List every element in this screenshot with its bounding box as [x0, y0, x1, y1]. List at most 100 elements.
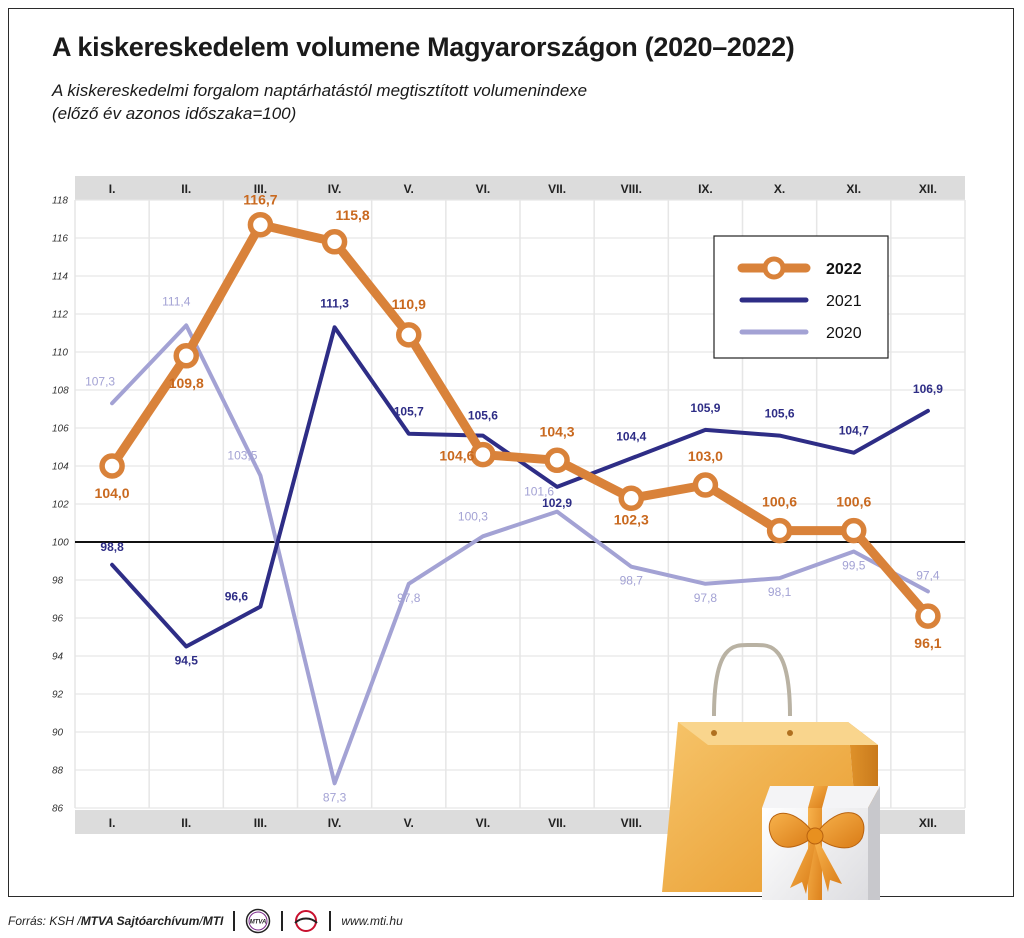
data-point-2022 — [618, 485, 644, 512]
agency-name: MTI — [202, 914, 224, 928]
x-tick-label-top: XI. — [846, 182, 861, 196]
archive-name: MTVA Sajtóarchívum — [80, 914, 200, 928]
data-point-2022 — [544, 447, 570, 474]
data-label-2022: 104,6 — [439, 448, 474, 464]
data-point-2022 — [915, 603, 941, 629]
data-label-2020: 87,3 — [323, 790, 347, 804]
y-tick-label: 90 — [52, 728, 64, 739]
data-point-2022 — [766, 517, 793, 544]
x-tick-label-top: I. — [109, 182, 116, 196]
footer-separator — [329, 911, 332, 931]
data-label-2020: 107,3 — [85, 374, 115, 388]
top-month-band — [75, 176, 965, 200]
footer-separator — [233, 911, 236, 931]
data-label-2021: 105,6 — [765, 407, 795, 421]
data-label-2021: 102,9 — [542, 496, 572, 510]
data-label-2020: 100,3 — [458, 509, 488, 523]
data-label-2022: 110,9 — [392, 296, 426, 312]
y-tick-label: 88 — [52, 766, 64, 777]
x-tick-label-bottom: VII. — [548, 816, 566, 830]
y-tick-label: 112 — [52, 310, 68, 321]
chart-subtitle: A kiskereskedelmi forgalom naptárhatástó… — [52, 79, 692, 125]
y-tick-label: 92 — [52, 690, 64, 701]
data-point-2022 — [99, 453, 125, 479]
y-tick-label: 116 — [52, 234, 68, 245]
x-tick-label-top: X. — [774, 182, 785, 196]
data-label-2022: 100,6 — [836, 494, 871, 510]
data-label-2022: 102,3 — [614, 511, 649, 527]
x-tick-label-top: IX. — [698, 182, 713, 196]
data-label-2021: 105,7 — [394, 405, 424, 419]
data-label-2020: 103,5 — [227, 449, 257, 463]
x-tick-label-top: VIII. — [621, 182, 642, 196]
y-tick-label: 104 — [52, 462, 69, 473]
data-label-2021: 111,3 — [320, 296, 349, 310]
data-point-2022 — [396, 322, 422, 348]
y-tick-label: 96 — [52, 614, 64, 625]
data-point-2022 — [321, 229, 348, 255]
data-point-2022 — [692, 472, 719, 498]
data-label-2020: 99,5 — [842, 559, 866, 573]
y-tick-label: 110 — [52, 348, 68, 359]
data-point-2022 — [173, 343, 199, 369]
data-label-2020: 111,4 — [162, 294, 191, 308]
chart-title: A kiskereskedelem volumene Magyarországo… — [52, 32, 795, 62]
data-label-2022: 109,8 — [169, 375, 204, 391]
legend-label-2022: 2022 — [826, 261, 862, 278]
legend-label-2020: 2020 — [826, 325, 862, 342]
data-label-2021: 104,7 — [839, 424, 869, 438]
svg-text:MTVA: MTVA — [250, 920, 267, 926]
footer-url[interactable]: www.mti.hu — [341, 914, 403, 928]
y-tick-label: 98 — [52, 576, 64, 587]
data-label-2021: 106,9 — [913, 382, 943, 396]
footer: Forrás: KSH / MTVA Sajtóarchívum / MTI M… — [8, 908, 403, 934]
mti-logo — [294, 910, 319, 932]
data-label-2022: 115,8 — [335, 207, 369, 223]
x-tick-label-bottom: XII. — [919, 816, 937, 830]
shopping-bag-gift-illustration — [662, 642, 880, 900]
x-tick-label-bottom: III. — [254, 816, 267, 830]
data-label-2020: 98,1 — [768, 585, 792, 599]
data-label-2021: 98,8 — [100, 540, 124, 554]
line-chart: 86 88 90 92 94 96 98 100 102 104 106 108 110 112 114 11… — [52, 176, 966, 900]
y-tick-label: 108 — [52, 386, 69, 397]
data-label-2022: 104,0 — [95, 485, 130, 501]
data-label-2022: 100,6 — [762, 494, 797, 510]
data-label-2022: 104,3 — [540, 423, 575, 439]
x-tick-label-bottom: I. — [109, 816, 116, 830]
data-label-2021: 96,6 — [225, 590, 249, 604]
legend-marker-2022 — [762, 256, 786, 280]
data-point-2022 — [247, 211, 274, 238]
subtitle-line-2: (előző év azonos időszaka=100) — [52, 104, 297, 123]
mtva-logo: MTVA — [246, 908, 271, 934]
y-tick-label: 86 — [52, 804, 64, 815]
x-tick-label-bottom: VIII. — [621, 816, 642, 830]
data-label-2021: 105,9 — [690, 401, 720, 415]
legend-box — [713, 235, 889, 359]
data-label-2022: 96,1 — [914, 635, 941, 651]
x-tick-label-top: III. — [254, 182, 267, 196]
data-label-2021: 104,4 — [616, 429, 646, 443]
y-tick-label: 106 — [52, 424, 69, 435]
data-label-2022: 116,7 — [243, 192, 277, 208]
x-tick-label-bottom: V. — [404, 816, 414, 830]
data-label-2020: 101,6 — [524, 485, 554, 499]
y-tick-label: 100 — [52, 538, 69, 549]
footer-slash: / — [199, 914, 203, 928]
data-label-2020: 98,7 — [620, 574, 644, 588]
y-tick-label: 102 — [52, 500, 69, 511]
plot-area: 86 88 90 92 94 96 98 100 102 104 106 108 110 112 114 11… — [52, 176, 966, 834]
footer-separator — [281, 911, 284, 931]
x-tick-label-top: XII. — [919, 182, 937, 196]
y-tick-label: 94 — [52, 652, 64, 663]
x-tick-label-top: II. — [181, 182, 191, 196]
source-prefix: Forrás: KSH / — [8, 914, 81, 928]
x-tick-label-bottom: II. — [181, 816, 191, 830]
x-tick-label-top: IV. — [328, 182, 342, 196]
subtitle-line-1: A kiskereskedelmi forgalom naptárhatástó… — [52, 81, 588, 100]
x-tick-label-top: VII. — [548, 182, 566, 196]
x-tick-label-bottom: VI. — [476, 816, 491, 830]
data-point-2022 — [841, 517, 867, 544]
x-tick-label-top: V. — [404, 182, 414, 196]
data-label-2021: 105,6 — [468, 409, 498, 423]
